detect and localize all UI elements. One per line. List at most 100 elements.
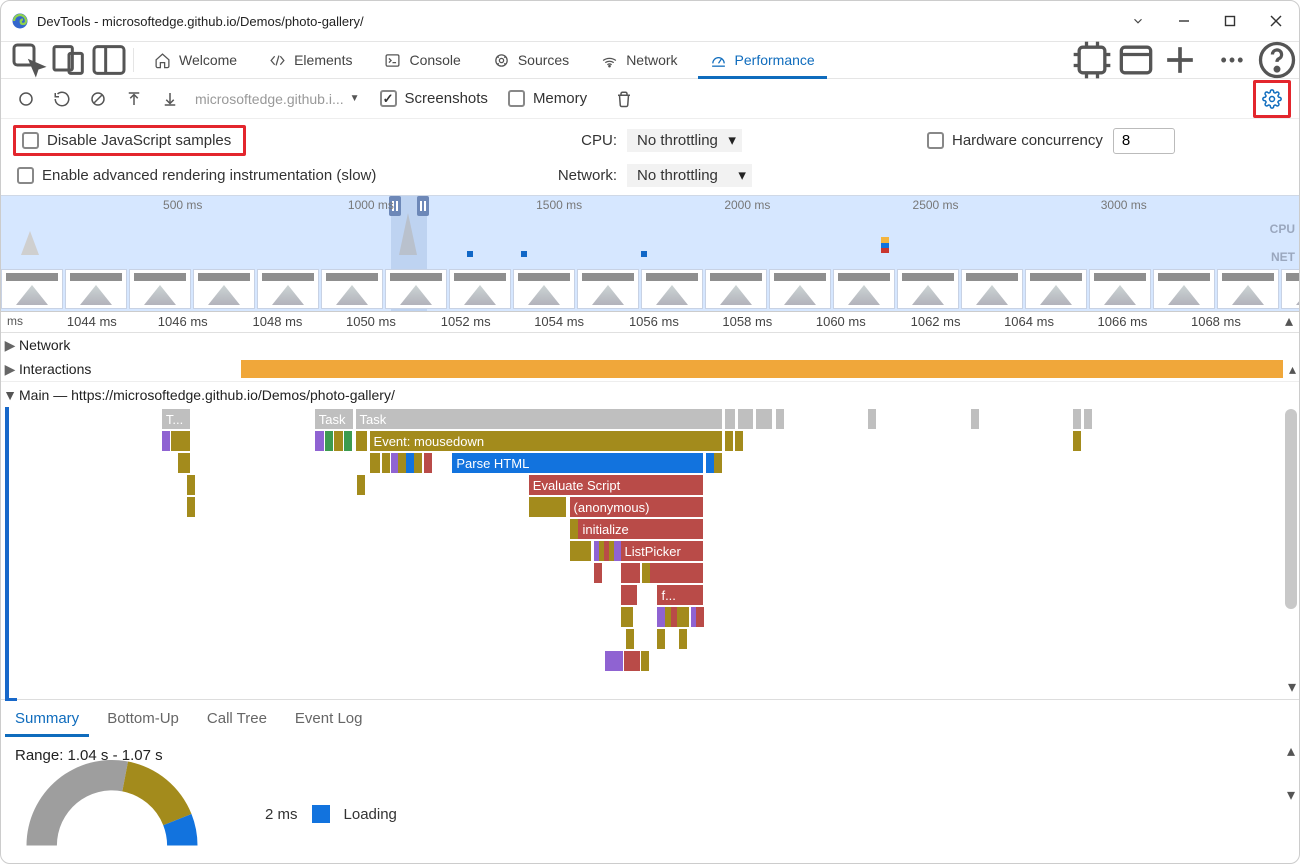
recording-selector[interactable]: microsoftedge.github.i...▼ [195, 91, 360, 107]
flame-bar[interactable]: f... [657, 585, 703, 605]
filmstrip-thumb[interactable] [1281, 269, 1299, 309]
flame-bar[interactable] [764, 409, 772, 429]
tab-performance[interactable]: Performance [694, 42, 831, 78]
flame-bar[interactable]: initialize [578, 519, 703, 539]
cpu-throttle-select[interactable]: No throttling [627, 129, 742, 152]
filmstrip-thumb[interactable] [1153, 269, 1215, 309]
flame-bar[interactable] [356, 431, 367, 451]
clear-icon[interactable] [81, 83, 115, 115]
flame-bar[interactable] [370, 453, 380, 473]
filmstrip-thumb[interactable] [961, 269, 1023, 309]
filmstrip-thumb[interactable] [641, 269, 703, 309]
dock-side-icon[interactable] [89, 42, 129, 78]
flame-bar[interactable]: ListPicker [621, 541, 704, 561]
filmstrip-thumb[interactable] [1, 269, 63, 309]
settings-gear-highlight[interactable] [1253, 80, 1291, 118]
close-button[interactable] [1253, 1, 1299, 41]
minimize-button[interactable] [1161, 1, 1207, 41]
flame-bar[interactable] [529, 497, 566, 517]
tab-console[interactable]: Console [368, 42, 476, 78]
filmstrip-thumb[interactable] [513, 269, 575, 309]
flame-bar[interactable] [424, 453, 432, 473]
tab-welcome[interactable]: Welcome [138, 42, 253, 78]
flame-bar[interactable] [1084, 409, 1092, 429]
flame-bar[interactable] [657, 629, 665, 649]
flame-bar[interactable] [725, 409, 735, 429]
maximize-button[interactable] [1207, 1, 1253, 41]
flame-bar[interactable] [315, 431, 324, 451]
flame-bar[interactable] [1073, 431, 1081, 451]
tab-call-tree[interactable]: Call Tree [193, 700, 281, 737]
flame-bar[interactable] [868, 409, 876, 429]
flame-bar[interactable] [626, 629, 634, 649]
detail-ruler[interactable]: ms ▴ 1044 ms1046 ms1048 ms1050 ms1052 ms… [1, 311, 1299, 333]
download-icon[interactable] [153, 83, 187, 115]
flame-bar[interactable] [621, 585, 638, 605]
flame-bar[interactable] [570, 519, 578, 539]
tab-event-log[interactable]: Event Log [281, 700, 377, 737]
flame-chart[interactable]: T...TaskTaskEvent: mousedownParse HTMLEv… [5, 407, 1299, 699]
flame-bar[interactable] [725, 431, 733, 451]
detached-window-icon[interactable] [1114, 38, 1158, 82]
tab-bottom-up[interactable]: Bottom-Up [93, 700, 193, 737]
filmstrip-thumb[interactable] [193, 269, 255, 309]
filmstrip-thumb[interactable] [1217, 269, 1279, 309]
filmstrip-thumb[interactable] [897, 269, 959, 309]
chevron-down-icon[interactable] [1115, 14, 1161, 28]
flame-bar[interactable] [971, 409, 979, 429]
flame-bar[interactable] [641, 651, 649, 671]
flame-bar[interactable] [735, 431, 743, 451]
reload-icon[interactable] [45, 83, 79, 115]
flame-bar[interactable] [382, 453, 390, 473]
flame-bar[interactable] [657, 563, 703, 583]
tab-summary[interactable]: Summary [1, 700, 93, 737]
flame-bar[interactable]: Event: mousedown [370, 431, 723, 451]
chevron-down-icon[interactable]: ▾ [1288, 677, 1296, 697]
network-track-header[interactable]: ▶Network [1, 333, 1299, 357]
flame-bar[interactable] [398, 453, 406, 473]
hw-concurrency-input[interactable] [1113, 128, 1175, 154]
network-throttle-select[interactable]: No throttling [627, 164, 752, 187]
upload-icon[interactable] [117, 83, 151, 115]
filmstrip-thumb[interactable] [1089, 269, 1151, 309]
interactions-track-header[interactable]: ▶Interactions▴ [1, 357, 1299, 381]
flame-bar[interactable] [594, 563, 602, 583]
flame-bar[interactable] [344, 431, 352, 451]
flame-bar[interactable] [187, 475, 195, 495]
main-track-header[interactable]: ▼Main — https://microsoftedge.github.io/… [1, 381, 1299, 407]
filmstrip-thumb[interactable] [833, 269, 895, 309]
flame-bar[interactable]: Task [315, 409, 353, 429]
flame-bar[interactable]: Task [356, 409, 723, 429]
help-icon[interactable] [1255, 38, 1299, 82]
flame-bar[interactable]: T... [162, 409, 190, 429]
selection-handle-right[interactable] [417, 196, 429, 216]
trash-icon[interactable] [607, 83, 641, 115]
flame-bar[interactable] [679, 629, 687, 649]
enable-advanced-checkbox[interactable]: Enable advanced rendering instrumentatio… [17, 167, 376, 184]
filmstrip-thumb[interactable] [577, 269, 639, 309]
tab-network[interactable]: Network [585, 42, 693, 78]
flame-bar[interactable]: Parse HTML [452, 453, 703, 473]
flame-bar[interactable] [1073, 409, 1081, 429]
timeline-overview[interactable]: CPU NET 500 ms1000 ms1500 ms2000 ms2500 … [1, 195, 1299, 311]
chevron-up-icon[interactable]: ▴ [1289, 361, 1296, 378]
flame-bar[interactable]: Evaluate Script [529, 475, 704, 495]
tab-sources[interactable]: Sources [477, 42, 585, 78]
filmstrip-thumb[interactable] [257, 269, 319, 309]
tab-elements[interactable]: Elements [253, 42, 368, 78]
flame-bar[interactable] [334, 431, 343, 451]
inspect-icon[interactable] [9, 42, 49, 78]
device-toggle-icon[interactable] [49, 42, 89, 78]
flame-bar[interactable]: (anonymous) [570, 497, 704, 517]
filmstrip-thumb[interactable] [449, 269, 511, 309]
screenshots-checkbox[interactable]: Screenshots [380, 90, 488, 107]
filmstrip-thumb[interactable] [65, 269, 127, 309]
flame-bar[interactable] [414, 453, 422, 473]
flame-bar[interactable] [162, 431, 170, 451]
filmstrip-thumb[interactable] [1025, 269, 1087, 309]
filmstrip-thumb[interactable] [769, 269, 831, 309]
more-icon[interactable]: ••• [1211, 50, 1255, 71]
flame-bar[interactable] [178, 431, 189, 451]
filmstrip-thumb[interactable] [385, 269, 447, 309]
hw-concurrency-checkbox[interactable]: Hardware concurrency [927, 132, 1103, 149]
